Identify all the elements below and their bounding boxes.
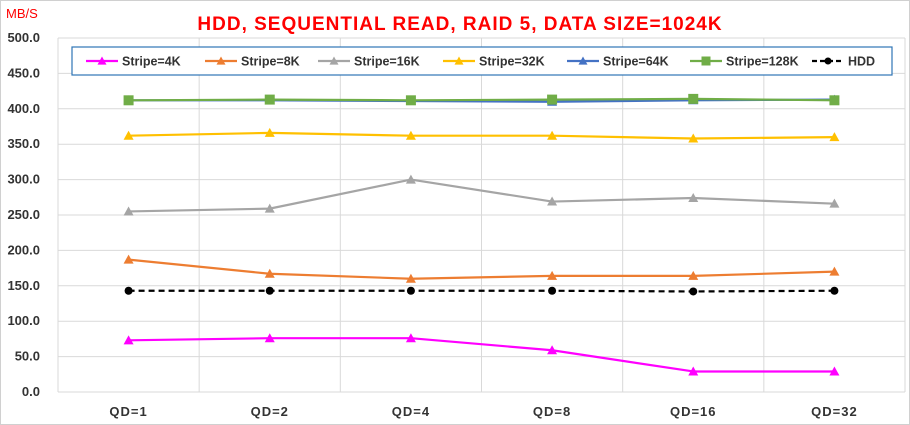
data-point (405, 333, 416, 343)
data-point (264, 127, 275, 137)
data-point (547, 130, 558, 140)
data-point (124, 286, 133, 295)
series-hdd (124, 286, 839, 296)
data-point (123, 254, 134, 264)
x-axis-ticks: QD=1 QD=2 QD=4 QD=8 QD=16 QD=32 (109, 404, 858, 419)
legend-label: Stripe=128K (726, 55, 799, 69)
legend-item: Stripe=4K (86, 55, 181, 69)
data-point (688, 193, 699, 203)
legend-item: HDD (812, 55, 875, 69)
data-point (688, 270, 699, 280)
legend-item: Stripe=16K (318, 55, 420, 69)
legend-item: Stripe=32K (443, 55, 545, 69)
y-tick-label: 200.0 (7, 242, 40, 257)
chart-title: HDD, SEQUENTIAL READ, RAID 5, DATA SIZE=… (197, 14, 722, 35)
y-tick-label: 0.0 (22, 384, 40, 399)
legend-marker (824, 57, 832, 65)
legend-label: Stripe=64K (603, 55, 669, 69)
series-line (128, 131, 835, 140)
y-tick-label: 100.0 (7, 313, 40, 328)
series-stripe-32k (123, 127, 840, 143)
data-point (264, 94, 275, 105)
data-point (265, 286, 274, 295)
data-point (548, 286, 557, 295)
series-line (128, 178, 835, 213)
legend-item: Stripe=128K (690, 55, 799, 69)
data-point (123, 95, 134, 106)
legend-item: Stripe=64K (567, 55, 669, 69)
data-point (829, 266, 840, 276)
y-axis-ticks: 0.0 50.0 100.0 150.0 200.0 250.0 300.0 350.0 400… (7, 30, 40, 399)
data-point (689, 287, 698, 296)
data-point (829, 198, 840, 208)
data-point (405, 95, 416, 106)
legend-label: Stripe=32K (479, 55, 545, 69)
series-stripe-4k (123, 333, 840, 376)
data-point (405, 273, 416, 283)
series-line (128, 289, 835, 293)
legend-label: Stripe=16K (354, 55, 420, 69)
x-tick-label: QD=2 (251, 404, 289, 419)
data-point (688, 366, 699, 376)
legend-marker (216, 56, 226, 65)
y-tick-label: 150.0 (7, 278, 40, 293)
y-axis-unit-label: MB/S (6, 6, 38, 21)
data-point (688, 133, 699, 143)
data-point (405, 174, 416, 184)
legend-label: Stripe=8K (241, 55, 300, 69)
y-tick-label: 500.0 (7, 30, 40, 45)
data-point (829, 95, 840, 106)
series-line (128, 337, 835, 373)
data-point (829, 366, 840, 376)
legend: Stripe=4K Stripe=8K Stripe=16K Stripe=32K St… (71, 46, 893, 76)
x-tick-label: QD=32 (811, 404, 858, 419)
data-point (547, 270, 558, 280)
y-tick-label: 400.0 (7, 101, 40, 116)
legend-marker (701, 56, 711, 66)
data-point (264, 203, 275, 213)
legend-marker (97, 56, 107, 65)
legend-marker (329, 56, 339, 65)
data-point (547, 196, 558, 206)
y-tick-label: 250.0 (7, 207, 40, 222)
data-point (123, 206, 134, 216)
legend-marker (578, 56, 588, 65)
data-point (406, 286, 415, 295)
y-tick-label: 300.0 (7, 172, 40, 187)
x-tick-label: QD=1 (109, 404, 147, 419)
data-point (547, 94, 558, 105)
data-point (547, 345, 558, 355)
y-tick-label: 350.0 (7, 136, 40, 151)
data-point (264, 333, 275, 343)
legend-label: HDD (848, 55, 875, 69)
series-stripe-16k (123, 174, 840, 216)
legend-marker (454, 56, 464, 65)
legend-item: Stripe=8K (205, 55, 300, 69)
series-line (128, 258, 835, 280)
x-tick-label: QD=16 (670, 404, 717, 419)
data-point (829, 132, 840, 142)
data-point (688, 93, 699, 104)
data-point (405, 130, 416, 140)
data-point (830, 286, 839, 295)
data-point (264, 268, 275, 278)
y-tick-label: 450.0 (7, 65, 40, 80)
series-stripe-8k (123, 254, 840, 283)
y-tick-label: 50.0 (15, 349, 40, 364)
x-tick-label: QD=4 (392, 404, 430, 419)
series-line (128, 97, 835, 102)
legend-label: Stripe=4K (122, 55, 181, 69)
x-tick-label: QD=8 (533, 404, 571, 419)
series-stripe-128k (123, 93, 840, 106)
data-point (123, 335, 134, 345)
data-point (123, 130, 134, 140)
series-layer (123, 93, 840, 376)
